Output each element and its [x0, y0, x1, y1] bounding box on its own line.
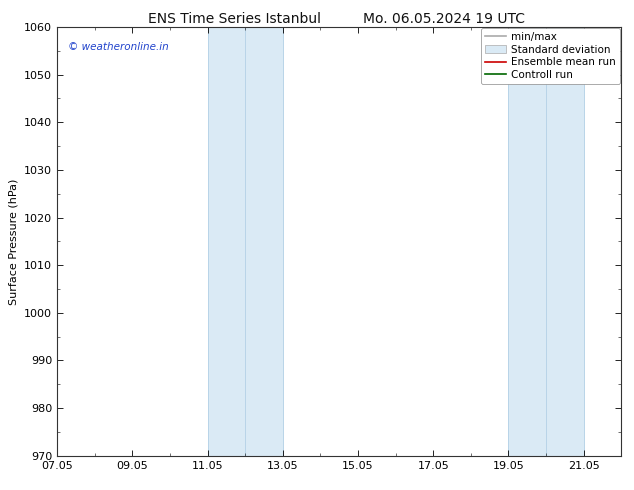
Bar [207, 27, 245, 456]
Text: ENS Time Series Istanbul: ENS Time Series Istanbul [148, 12, 321, 26]
Legend: min/max, Standard deviation, Ensemble mean run, Controll run: min/max, Standard deviation, Ensemble me… [481, 28, 620, 84]
Text: Mo. 06.05.2024 19 UTC: Mo. 06.05.2024 19 UTC [363, 12, 525, 26]
Y-axis label: Surface Pressure (hPa): Surface Pressure (hPa) [8, 178, 18, 304]
Bar [508, 27, 546, 456]
Text: © weatheronline.in: © weatheronline.in [68, 42, 169, 52]
Bar [546, 27, 584, 456]
Bar [245, 27, 283, 456]
